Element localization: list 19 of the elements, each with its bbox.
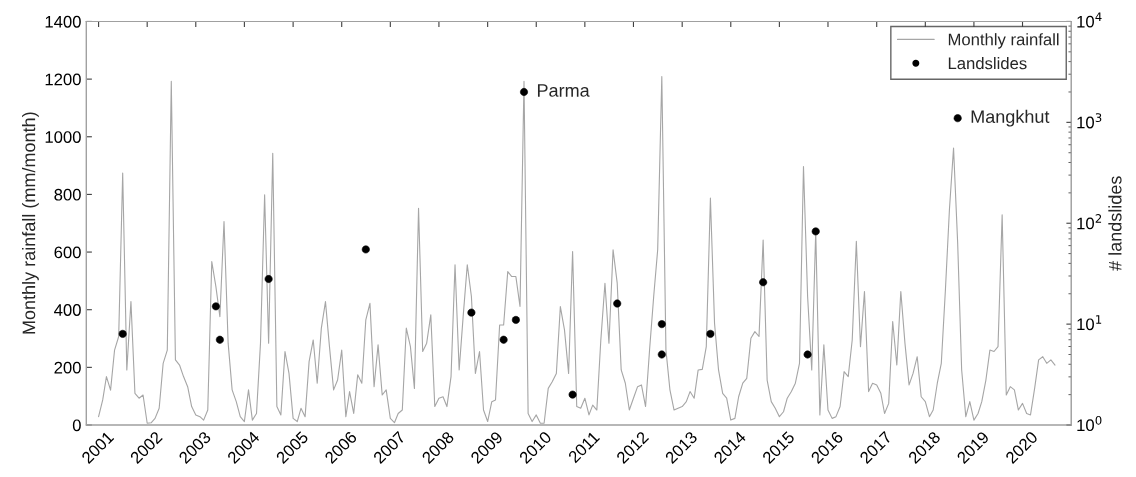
- y2-axis-title: # landslides: [1108, 176, 1122, 271]
- legend-label: Monthly rainfall: [948, 33, 1059, 49]
- y2-tick-label: 10$^{4}$: [1077, 12, 1102, 28]
- y-tick-label: 1200: [45, 73, 81, 86]
- y-tick-label: 800: [54, 188, 81, 201]
- y2-tick-label: 10$^{3}$: [1077, 113, 1102, 129]
- y-tick-label: 1400: [45, 15, 81, 28]
- y-tick-label: 200: [54, 361, 81, 374]
- y-tick-label: 400: [54, 304, 81, 316]
- y-tick-label: 1000: [45, 131, 81, 143]
- legend-label: Landslides: [948, 57, 1027, 70]
- data-label: Mangkhut: [971, 109, 1050, 127]
- y2-tick-label: 10$^{0}$: [1077, 415, 1102, 432]
- y-tick-label: 0: [72, 419, 81, 432]
- y-axis-title: Monthly rainfall (mm/month): [22, 112, 39, 334]
- y2-tick-label: 10$^{1}$: [1077, 315, 1102, 331]
- data-label: Parma: [537, 84, 590, 97]
- y2-tick-label: 10$^{2}$: [1077, 214, 1102, 230]
- y-tick-label: 600: [54, 246, 81, 259]
